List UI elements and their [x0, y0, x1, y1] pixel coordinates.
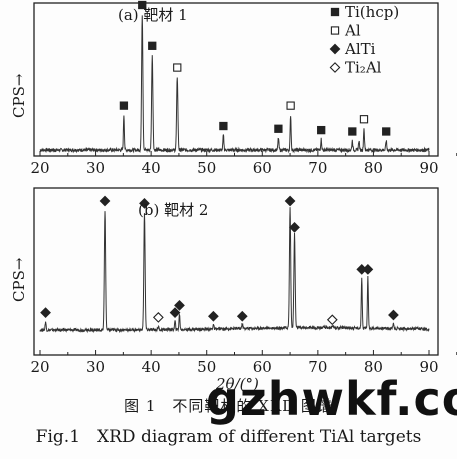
peak-marker-filled-diamond — [139, 198, 150, 209]
peak-marker-filled-square — [382, 127, 391, 136]
panel-b-label: (b) 靶材 2 — [138, 201, 208, 219]
legend-marker-open-square — [330, 26, 340, 35]
x-tick-label: 40 — [142, 159, 161, 177]
x-tick-label: 30 — [86, 358, 105, 376]
panel-b-x-ticks — [39, 350, 457, 355]
x-tick-label: 50 — [197, 358, 216, 376]
x-tick-label: 60 — [253, 358, 272, 376]
panel-a-pattern-line — [39, 15, 430, 154]
peak-marker-filled-square — [138, 0, 147, 10]
legend-entry-label: Ti₂Al — [345, 59, 382, 77]
panel-a-label: (a) 靶材 1 — [118, 6, 188, 24]
x-tick-label: 80 — [364, 159, 383, 177]
panel-b-ylabel: CPS→ — [10, 257, 28, 302]
panel-b-frame — [33, 187, 439, 356]
peak-marker-filled-square — [274, 124, 283, 133]
panel-a-peak-markers — [119, 0, 391, 136]
panel-b-pattern-line — [39, 207, 430, 334]
legend-marker-open-diamond — [329, 62, 341, 73]
peak-marker-open-diamond — [326, 314, 338, 326]
x-tick-label: 40 — [142, 358, 161, 376]
peak-marker-filled-square — [148, 41, 157, 50]
panel-b-xlabel: 2θ/(°) — [215, 375, 259, 393]
peak-marker-filled-square — [317, 125, 326, 135]
peak-marker-filled-diamond — [40, 307, 51, 318]
peak-marker-filled-diamond — [362, 264, 374, 275]
peak-marker-filled-diamond — [236, 310, 248, 322]
peak-marker-open-square — [286, 101, 295, 110]
legend-entry-label: Ti(hcp) — [345, 3, 399, 21]
peak-marker-filled-diamond — [99, 195, 111, 207]
x-tick-label: 50 — [197, 159, 216, 177]
peak-marker-filled-square — [219, 121, 228, 131]
peak-marker-filled-square — [119, 101, 129, 110]
legend-marker-filled-square — [330, 7, 340, 17]
x-tick-label: 90 — [419, 159, 438, 177]
x-tick-label: 70 — [308, 358, 327, 376]
x-tick-label: 30 — [86, 159, 105, 177]
x-tick-label: 70 — [308, 159, 327, 177]
figure-caption-english: Fig.1 XRD diagram of different TiAl targ… — [35, 427, 422, 447]
legend-entry-label: Al — [344, 22, 361, 40]
peak-marker-filled-diamond — [289, 222, 300, 233]
x-tick-label: 20 — [30, 159, 49, 177]
peak-marker-filled-square — [348, 127, 357, 136]
panel-a-x-tick-labels: 20 30 40 50 60 70 80 90 — [30, 159, 438, 177]
peak-marker-open-square — [173, 63, 182, 72]
peak-marker-filled-diamond — [284, 195, 296, 207]
peak-marker-filled-diamond — [388, 309, 399, 321]
peak-marker-filled-diamond — [208, 310, 219, 322]
legend-marker-filled-diamond — [329, 43, 341, 55]
panel-a-ylabel: CPS→ — [10, 73, 28, 118]
panel-a-frame — [33, 2, 439, 157]
peak-marker-filled-diamond — [174, 300, 185, 311]
peak-marker-open-diamond — [152, 312, 164, 323]
x-tick-label: 60 — [253, 159, 272, 177]
panel-b-peak-markers — [40, 195, 399, 326]
panel-b-x-tick-labels: 20 30 40 50 60 70 80 90 — [30, 358, 438, 376]
x-tick-label: 80 — [364, 358, 383, 376]
watermark: gzhwkf.co — [206, 372, 457, 426]
x-tick-label: 20 — [30, 358, 49, 376]
x-tick-label: 90 — [419, 358, 438, 376]
peak-marker-open-square — [359, 115, 369, 124]
peak-marker-filled-diamond — [169, 307, 181, 318]
legend-entry-label: AlTi — [344, 40, 376, 58]
figure-caption-chinese: 图 1 不同靶材的 XRD 图谱 — [124, 397, 333, 415]
